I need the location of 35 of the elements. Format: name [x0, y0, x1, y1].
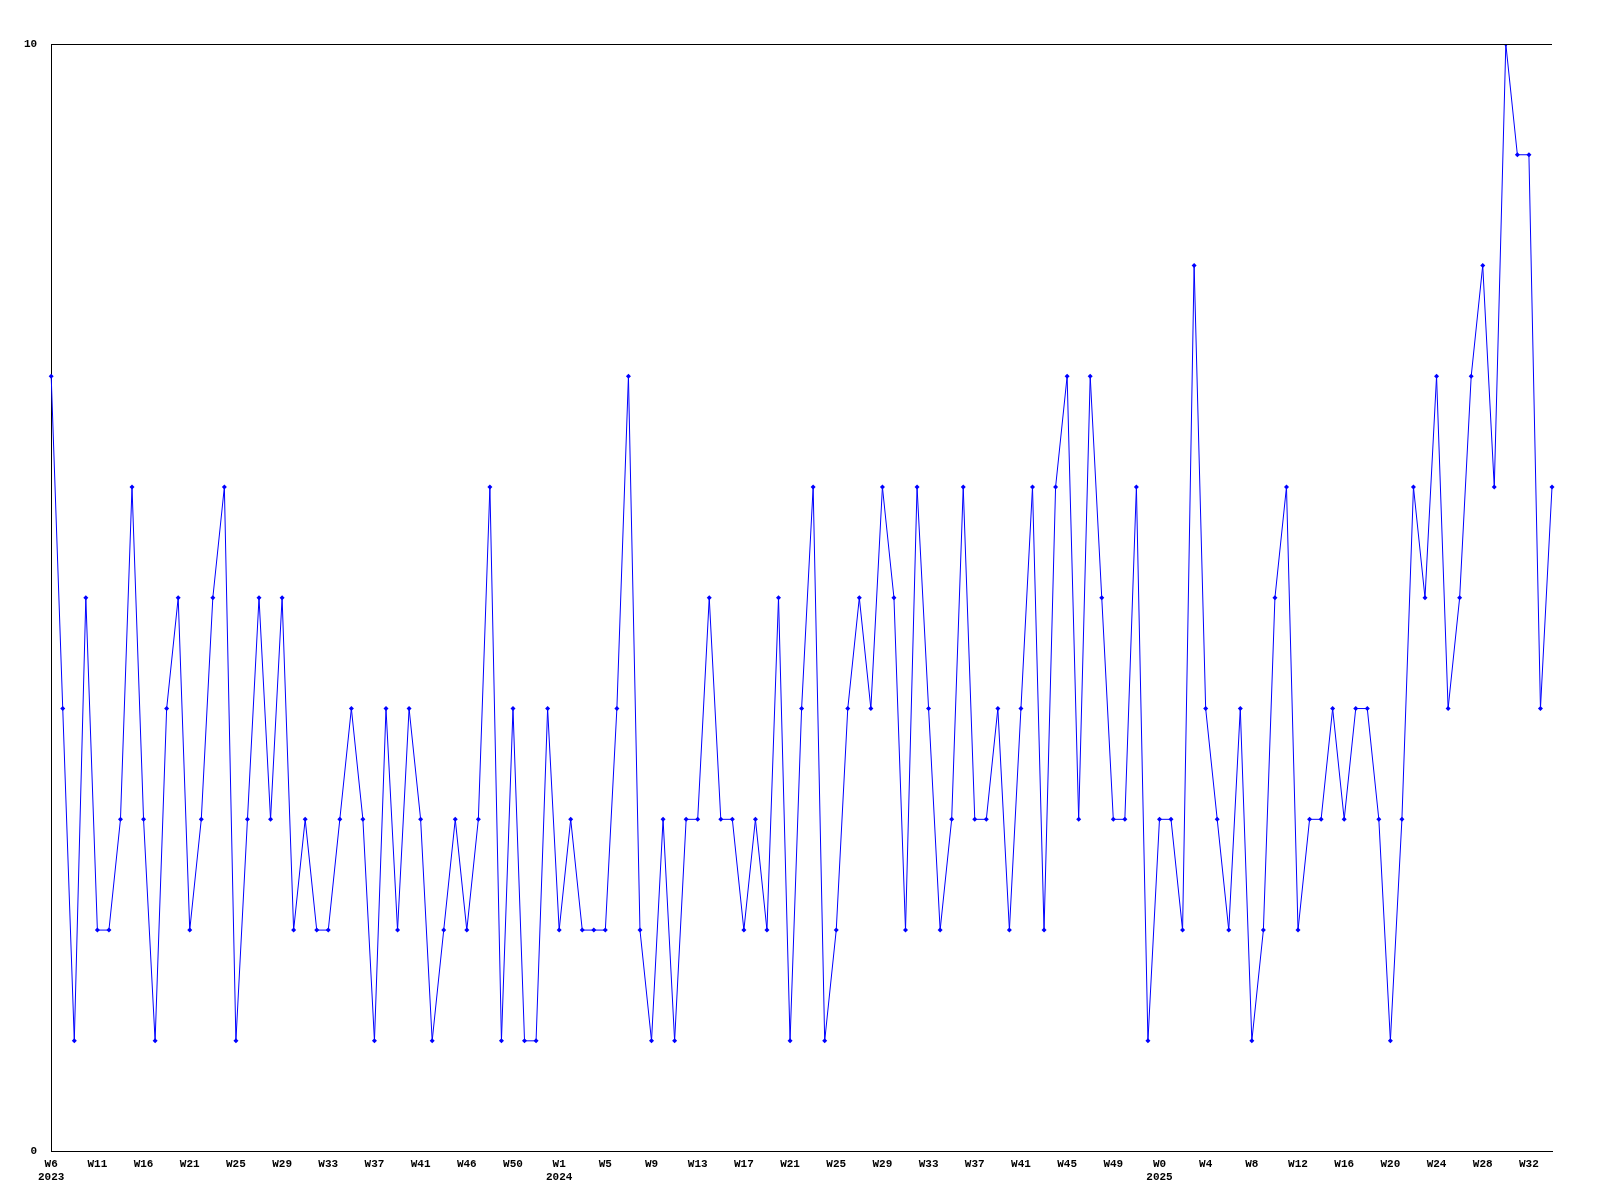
- x-tick-label: W0 2025: [1146, 1157, 1174, 1184]
- x-tick-label: W37: [964, 1157, 985, 1170]
- y-tick-label: 0: [30, 1145, 38, 1158]
- x-tick-label: W6 2023: [38, 1157, 65, 1184]
- y-tick-label: 10: [24, 37, 38, 50]
- x-tick-label: W8: [1245, 1157, 1259, 1170]
- x-tick-label: W13: [687, 1157, 708, 1170]
- x-tick-label: W16: [133, 1157, 154, 1170]
- x-tick-label: W11: [87, 1157, 108, 1170]
- x-tick-label: W12: [1288, 1157, 1308, 1170]
- x-tick-label: W33: [318, 1157, 339, 1170]
- x-tick-label: W5: [598, 1157, 613, 1170]
- x-tick-label: W37: [364, 1157, 385, 1170]
- x-tick-label: W28: [1472, 1157, 1494, 1170]
- x-tick-label: W41: [410, 1157, 431, 1170]
- x-tick-label: W16: [1334, 1157, 1355, 1170]
- x-tick-label: W21: [780, 1157, 801, 1170]
- x-tick-label: W49: [1103, 1157, 1124, 1170]
- x-tick-label: W4: [1199, 1157, 1213, 1170]
- x-tick-label: W17: [733, 1157, 754, 1170]
- x-tick-label: W20: [1380, 1157, 1401, 1170]
- x-tick-label: W50: [503, 1157, 523, 1170]
- x-tick-label: W9: [644, 1157, 659, 1170]
- x-tick-label: W29: [272, 1157, 292, 1170]
- x-tick-label: W25: [226, 1157, 247, 1170]
- x-tick-label: W21: [179, 1157, 201, 1170]
- x-tick-label: W32: [1519, 1157, 1539, 1170]
- x-tick-label: W25: [826, 1157, 847, 1170]
- x-tick-label: W45: [1057, 1157, 1078, 1170]
- x-tick-label: W33: [918, 1157, 939, 1170]
- x-tick-label: W24: [1426, 1157, 1447, 1170]
- x-tick-label: W41: [1011, 1157, 1032, 1170]
- x-tick-label: W1 2024: [545, 1157, 573, 1184]
- x-tick-label: W29: [872, 1157, 893, 1170]
- x-tick-label: W46: [456, 1157, 477, 1170]
